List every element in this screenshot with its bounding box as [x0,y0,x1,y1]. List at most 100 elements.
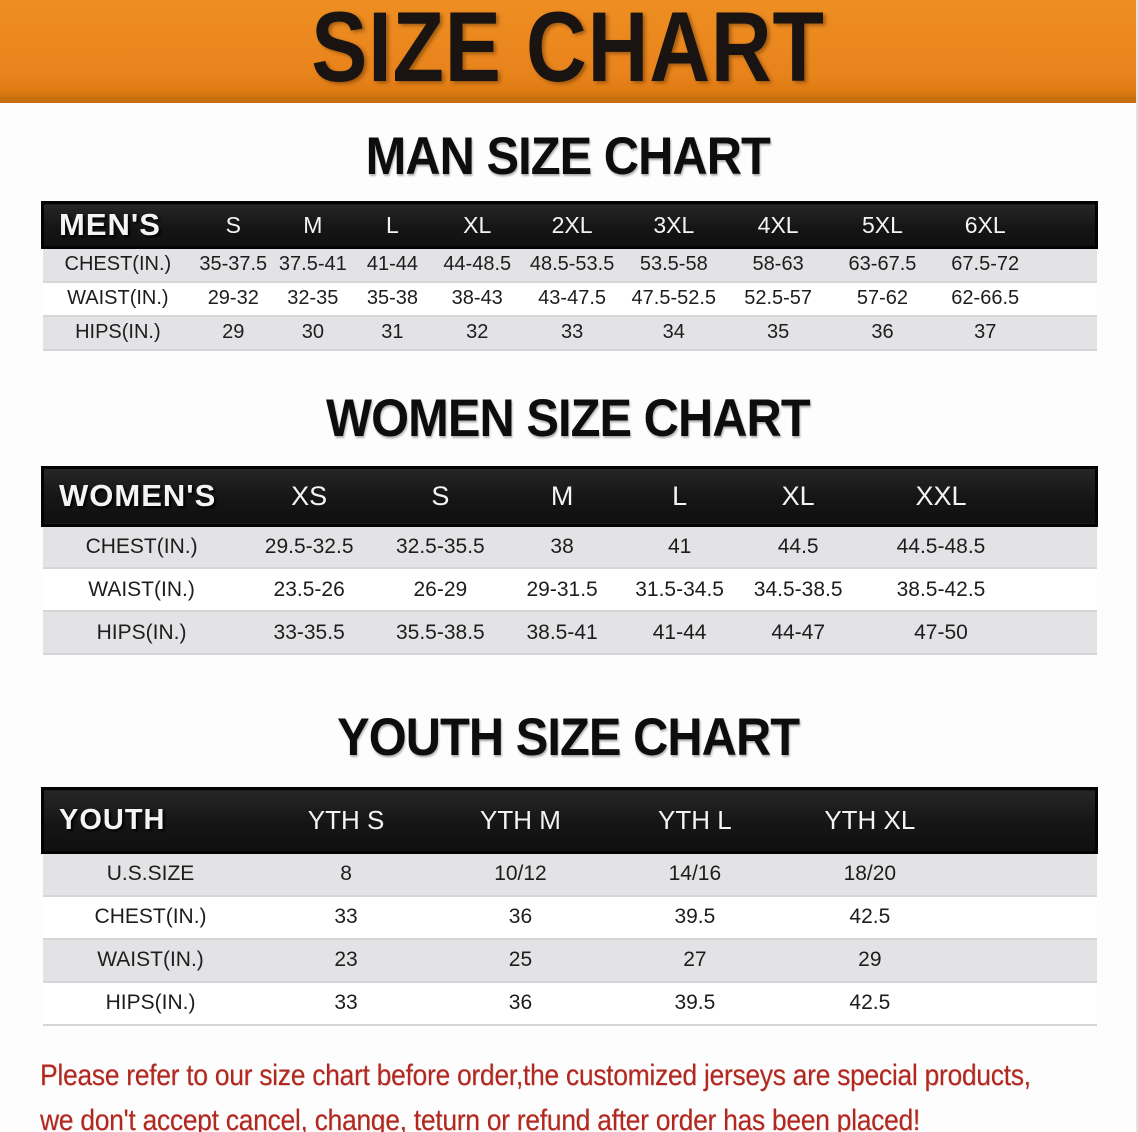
men-header-row: MEN'S S M L XL 2XL 3XL 4XL 5XL 6XL [41,201,1099,249]
size-value-cell: 31 [381,321,404,343]
size-value-cell: 29-31.5 [526,577,598,601]
size-value-cell: 35 [767,321,790,343]
spacer-cell [1024,568,1097,611]
size-value-cell: 34.5-38.5 [753,577,843,601]
youth-header-row: YOUTH YTH S YTH M YTH L YTH XL [40,787,1099,854]
size-value-cell: 41-44 [366,253,418,276]
row-label-cell: WAIST(IN.) [88,577,195,601]
banner-title: SIZE CHART [311,0,825,102]
women-size-column-header: M [503,465,622,527]
size-value-cell: 32 [466,321,489,343]
size-value-cell: 14/16 [668,862,722,886]
size-value-cell: 32.5-35.5 [395,534,485,558]
size-value-cell: 47.5-52.5 [631,287,717,309]
size-value-cell: 47-50 [914,620,968,644]
disclaimer-line-2: we don't accept cancel, change, teturn o… [40,1103,920,1132]
size-value-cell: 43-47.5 [538,287,607,309]
size-value-cell: 53.5-58 [639,253,708,276]
section-heading-youth: YOUTH SIZE CHART [0,711,1136,764]
women-table-row: CHEST(IN.) 29.5-32.5 32.5-35.5 38 41 44.5 44.5… [42,525,1097,568]
youth-table-row: U.S.SIZE 8 10/12 14/16 18/20 [42,852,1097,896]
spacer-cell [1036,316,1096,350]
size-value-cell: 67.5-72 [951,253,1020,276]
women-size-table-container: WOMEN'S XS S M L XL XXL CHEST(IN.) 29.5-32.5 32.5… [40,465,1098,656]
size-value-cell: 39.5 [674,991,716,1014]
size-value-cell: 34 [662,321,685,343]
size-value-cell: 32-35 [287,287,339,309]
size-value-cell: 44-48.5 [443,253,512,276]
women-size-column-header: XS [240,465,378,527]
row-label-cell: CHEST(IN.) [64,253,172,276]
women-size-table: WOMEN'S XS S M L XL XXL CHEST(IN.) 29.5-32.5 32.5… [40,465,1098,656]
youth-table-row: CHEST(IN.) 33 36 39.5 42.5 [42,895,1097,939]
size-value-cell: 33 [334,991,358,1014]
size-value-cell: 38 [550,534,574,558]
size-value-cell: 52.5-57 [744,287,813,309]
size-value-cell: 29 [858,948,882,971]
row-label-cell: WAIST(IN.) [97,948,204,971]
section-heading-men-text: MAN SIZE CHART [365,127,771,186]
row-label-cell: CHEST(IN.) [94,905,207,928]
section-heading-men: MAN SIZE CHART [0,130,1136,183]
size-value-cell: 25 [508,948,533,971]
size-value-cell: 57-62 [856,287,909,309]
women-size-column-header: XL [738,465,859,527]
men-size-column-header: 5XL [830,201,935,249]
youth-table-row: HIPS(IN.) 33 36 39.5 42.5 [42,981,1097,1025]
size-value-cell: 44.5 [777,534,819,558]
size-value-cell: 35.5-38.5 [395,620,485,644]
size-value-cell: 33-35.5 [273,620,345,644]
men-size-column-header: 2XL [522,201,623,249]
youth-size-column-header: YTH M [433,787,608,854]
banner: SIZE CHART [0,0,1136,103]
disclaimer-line-1: Please refer to our size chart before or… [40,1058,1031,1092]
women-size-column-header: XXL [858,465,1024,527]
size-value-cell: 48.5-53.5 [529,253,615,276]
size-value-cell: 18/20 [843,862,897,886]
size-value-cell: 63-67.5 [848,253,917,276]
size-value-cell: 41 [667,534,692,558]
spacer-cell [1036,282,1096,316]
youth-table-header-label: YOUTH [40,787,259,854]
youth-size-column-header: YTH XL [782,787,958,854]
spacer-cell [1024,525,1097,568]
size-value-cell: 36 [508,905,533,928]
men-size-table: MEN'S S M L XL 2XL 3XL 4XL 5XL 6XL CHEST(IN.) 35-37… [41,201,1099,351]
row-label-cell: WAIST(IN.) [67,287,169,309]
section-heading-women: WOMEN SIZE CHART [0,392,1136,445]
spacer-cell [957,853,1096,896]
size-value-cell: 58-63 [752,253,804,276]
size-value-cell: 35-37.5 [199,253,268,276]
size-value-cell: 29 [222,321,245,343]
size-value-cell: 31.5-34.5 [635,577,724,601]
men-size-column-header: 3XL [622,201,726,249]
size-value-cell: 35-38 [366,287,418,309]
men-table-row: WAIST(IN.) 29-32 32-35 35-38 38-43 43-47.5 47.… [42,281,1097,316]
section-heading-youth-text: YOUTH SIZE CHART [336,708,800,767]
row-label-cell: CHEST(IN.) [85,534,198,558]
size-value-cell: 36 [871,321,894,343]
women-table-row: HIPS(IN.) 33-35.5 35.5-38.5 38.5-41 41-44 44-… [42,611,1097,654]
men-size-column-header: 4XL [725,201,831,249]
row-label-cell: HIPS(IN.) [105,991,196,1014]
youth-size-table: YOUTH YTH S YTH M YTH L YTH XL U.S.SIZE 8 10/12… [40,787,1099,1026]
men-table-header-label: MEN'S [41,201,194,249]
size-value-cell: 37.5-41 [278,253,347,276]
row-label-cell: HIPS(IN.) [75,321,161,343]
spacer-cell [957,982,1096,1025]
size-value-cell: 36 [508,991,533,1014]
size-value-cell: 42.5 [849,991,891,1014]
women-size-column-header: S [377,465,504,527]
spacer-cell [957,939,1096,982]
men-size-table-container: MEN'S S M L XL 2XL 3XL 4XL 5XL 6XL CHEST(IN.) 35-37… [41,201,1099,351]
spacer-cell [1036,248,1096,282]
row-label-cell: U.S.SIZE [106,862,195,886]
size-value-cell: 62-66.5 [951,287,1020,309]
youth-table-row: WAIST(IN.) 23 25 27 29 [42,938,1097,982]
women-header-row: WOMEN'S XS S M L XL XXL [40,465,1098,527]
men-size-column-header: M [273,201,353,249]
men-table-row: HIPS(IN.) 29 30 31 32 33 34 35 36 37 [42,315,1097,350]
disclaimer: Please refer to our size chart before or… [40,1053,1136,1132]
size-value-cell: 38-43 [451,287,503,309]
